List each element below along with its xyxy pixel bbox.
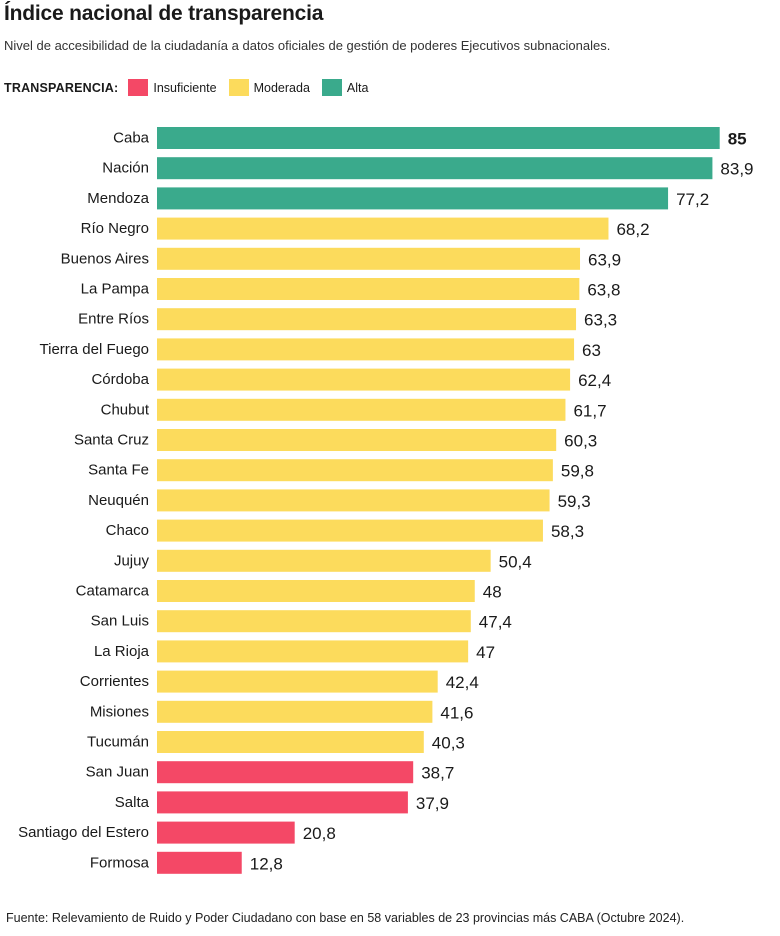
- bar-rio-negro: [157, 217, 609, 240]
- bar-entre-rios: [157, 308, 577, 331]
- bar-la-rioja: [157, 640, 469, 663]
- category-label-buenos-aires: Buenos Aires: [61, 250, 149, 267]
- bar-santa-cruz: [157, 429, 557, 451]
- chart-subtitle: Nivel de accesibilidad de la ciudadanía …: [4, 38, 611, 53]
- bar-nacion: [157, 157, 713, 180]
- legend-swatch-moderada: [228, 79, 249, 96]
- value-label-santiago-del-estero: 20,8: [303, 824, 336, 843]
- bar-chart: Caba 85 Nación 83,9 Mendoza 77,2 Río Negro 68,2…: [18, 127, 754, 874]
- bar-formosa: [157, 851, 242, 874]
- category-label-nacion: Nación: [102, 160, 149, 177]
- value-label-neuquen: 59,3: [558, 492, 591, 511]
- bar-chaco: [157, 519, 543, 542]
- bar-cordoba: [157, 368, 571, 391]
- value-label-santa-cruz: 60,3: [564, 432, 597, 451]
- bar-la-pampa: [157, 278, 580, 300]
- value-label-corrientes: 42,4: [446, 673, 479, 692]
- value-label-buenos-aires: 63,9: [588, 250, 621, 269]
- value-label-santa-fe: 59,8: [561, 462, 594, 481]
- bar-santa-fe: [157, 459, 553, 482]
- category-label-san-luis: San Luis: [91, 613, 149, 630]
- bar-catamarca: [157, 580, 475, 602]
- category-label-formosa: Formosa: [90, 854, 150, 871]
- category-label-la-rioja: La Rioja: [94, 643, 150, 660]
- value-label-jujuy: 50,4: [499, 552, 532, 571]
- category-label-salta: Salta: [115, 794, 150, 811]
- bar-jujuy: [157, 549, 491, 572]
- value-label-mendoza: 77,2: [676, 190, 709, 209]
- category-label-misiones: Misiones: [90, 703, 149, 720]
- category-label-la-pampa: La Pampa: [81, 281, 150, 298]
- value-label-entre-rios: 63,3: [584, 311, 617, 330]
- bar-tucuman: [157, 731, 424, 753]
- category-label-chubut: Chubut: [101, 401, 150, 418]
- legend-item-insuficiente: Insuficiente: [128, 79, 217, 96]
- category-label-tucuman: Tucumán: [87, 734, 149, 751]
- category-label-santa-cruz: Santa Cruz: [74, 432, 149, 449]
- category-label-caba: Caba: [113, 130, 150, 147]
- value-label-catamarca: 48: [483, 583, 502, 602]
- category-label-santa-fe: Santa Fe: [88, 462, 149, 479]
- legend-swatch-alta: [321, 79, 342, 96]
- value-label-rio-negro: 68,2: [616, 220, 649, 239]
- value-label-nacion: 83,9: [720, 160, 753, 179]
- value-label-salta: 37,9: [416, 794, 449, 813]
- legend-item-alta: Alta: [321, 79, 369, 96]
- bar-san-luis: [157, 610, 471, 633]
- legend-label-moderada: Moderada: [253, 80, 310, 95]
- category-label-san-juan: San Juan: [86, 764, 149, 781]
- legend: TRANSPARENCIA: Insuficiente Moderada Alt…: [4, 79, 380, 96]
- bar-neuquen: [157, 489, 550, 512]
- value-label-san-luis: 47,4: [479, 613, 512, 632]
- category-label-chaco: Chaco: [106, 522, 149, 539]
- value-label-cordoba: 62,4: [578, 371, 611, 390]
- category-label-santiago-del-estero: Santiago del Estero: [18, 824, 149, 841]
- legend-label-alta: Alta: [346, 80, 369, 95]
- category-label-tierra-del-fuego: Tierra del Fuego: [40, 341, 150, 358]
- category-label-neuquen: Neuquén: [88, 492, 149, 509]
- bar-buenos-aires: [157, 247, 581, 270]
- category-label-jujuy: Jujuy: [114, 552, 150, 569]
- category-label-cordoba: Córdoba: [91, 371, 149, 388]
- value-label-chubut: 61,7: [573, 401, 606, 420]
- value-label-caba: 85: [728, 130, 747, 149]
- category-label-mendoza: Mendoza: [87, 190, 149, 207]
- chart-title: Índice nacional de transparencia: [4, 2, 324, 25]
- category-label-catamarca: Catamarca: [76, 583, 150, 600]
- value-label-la-pampa: 63,8: [587, 281, 620, 300]
- bar-salta: [157, 791, 408, 814]
- category-label-rio-negro: Río Negro: [81, 220, 149, 237]
- legend-item-moderada: Moderada: [228, 79, 310, 96]
- bar-caba: [157, 127, 720, 149]
- value-label-la-rioja: 47: [476, 643, 495, 662]
- source-note: Fuente: Relevamiento de Ruido y Poder Ci…: [6, 911, 685, 925]
- bar-corrientes: [157, 670, 438, 693]
- bar-misiones: [157, 700, 433, 723]
- legend-swatch-insuficiente: [128, 79, 149, 96]
- category-label-corrientes: Corrientes: [80, 673, 149, 690]
- value-label-misiones: 41,6: [440, 703, 473, 722]
- legend-label-insuficiente: Insuficiente: [153, 80, 217, 95]
- category-label-entre-rios: Entre Ríos: [78, 311, 149, 328]
- value-label-tierra-del-fuego: 63: [582, 341, 601, 360]
- bar-mendoza: [157, 187, 669, 210]
- value-label-san-juan: 38,7: [421, 764, 454, 783]
- value-label-tucuman: 40,3: [432, 734, 465, 753]
- bar-chubut: [157, 398, 566, 421]
- value-label-formosa: 12,8: [250, 854, 283, 873]
- bar-santiago-del-estero: [157, 821, 295, 844]
- bar-tierra-del-fuego: [157, 338, 575, 361]
- value-label-chaco: 58,3: [551, 522, 584, 541]
- legend-title: TRANSPARENCIA:: [4, 80, 119, 95]
- bar-san-juan: [157, 761, 414, 784]
